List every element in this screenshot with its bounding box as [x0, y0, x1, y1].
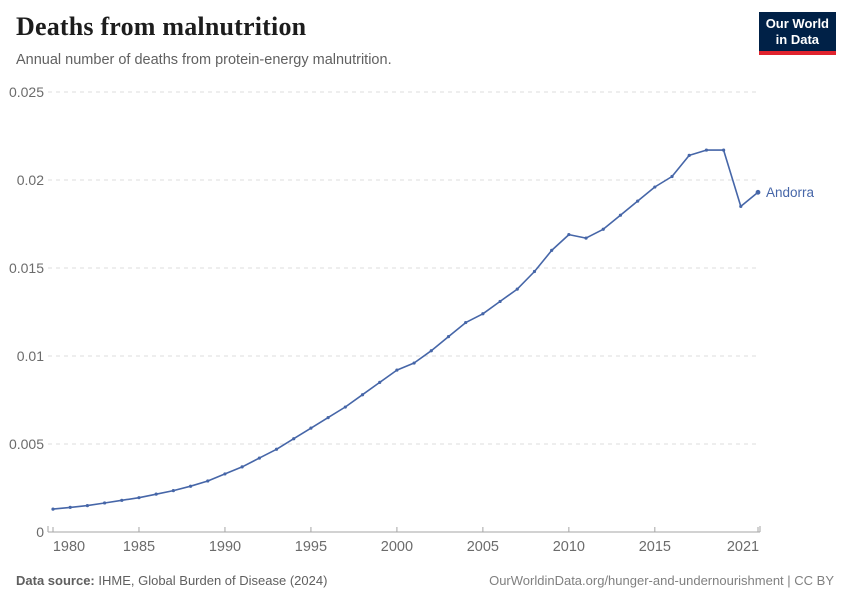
data-point[interactable]: [464, 320, 468, 325]
data-point[interactable]: [704, 148, 709, 152]
x-tick-label: 2010: [553, 539, 585, 555]
data-point[interactable]: [670, 174, 674, 179]
data-point[interactable]: [498, 299, 502, 304]
data-point[interactable]: [154, 492, 158, 496]
data-point[interactable]: [584, 236, 588, 240]
y-tick-label: 0.025: [9, 84, 44, 100]
y-tick-label: 0.005: [9, 436, 44, 452]
data-point[interactable]: [343, 405, 347, 409]
y-tick-label: 0.015: [9, 260, 44, 276]
data-source-label: Data source:: [16, 573, 95, 588]
x-tick-label: 1995: [295, 539, 327, 555]
owid-logo-line2: in Data: [775, 32, 820, 47]
data-point[interactable]: [722, 148, 726, 152]
data-point[interactable]: [567, 232, 571, 237]
x-tick-label: 2005: [467, 539, 499, 555]
data-point[interactable]: [550, 248, 554, 252]
data-point[interactable]: [395, 368, 399, 372]
data-point[interactable]: [257, 456, 261, 460]
data-point[interactable]: [755, 189, 761, 195]
data-point[interactable]: [636, 199, 640, 203]
data-point[interactable]: [601, 227, 605, 231]
data-point[interactable]: [687, 153, 691, 157]
data-point[interactable]: [85, 504, 89, 508]
x-tick-label: 2021: [727, 539, 759, 555]
owid-logo-line1: Our World: [765, 16, 829, 31]
y-tick-label: 0.02: [17, 172, 44, 188]
chart-footer: Data source: IHME, Global Burden of Dise…: [16, 573, 834, 588]
data-point[interactable]: [360, 393, 365, 397]
data-point[interactable]: [68, 505, 72, 509]
data-point[interactable]: [188, 484, 193, 488]
y-tick-label: 0: [36, 524, 44, 540]
data-point[interactable]: [653, 185, 657, 189]
data-point[interactable]: [206, 479, 210, 483]
data-point[interactable]: [102, 501, 107, 505]
data-point[interactable]: [739, 204, 743, 208]
data-point[interactable]: [378, 380, 382, 384]
page-title: Deaths from malnutrition: [16, 12, 307, 41]
data-point[interactable]: [292, 437, 296, 441]
data-source-note: Data source: IHME, Global Burden of Dise…: [16, 573, 327, 588]
data-point[interactable]: [429, 349, 433, 353]
data-point[interactable]: [481, 312, 485, 316]
entity-label[interactable]: Andorra: [766, 185, 815, 200]
data-point[interactable]: [618, 213, 623, 217]
x-tick-label: 2000: [381, 539, 413, 555]
x-tick-label: 1980: [53, 539, 85, 555]
line-series: [52, 149, 759, 510]
x-tick-label: 1985: [123, 539, 155, 555]
data-point[interactable]: [171, 489, 175, 493]
data-point[interactable]: [223, 472, 227, 476]
x-tick-label: 1990: [209, 539, 241, 555]
owid-logo: Our World in Data: [758, 12, 836, 55]
data-point[interactable]: [274, 447, 279, 451]
data-point[interactable]: [412, 361, 416, 365]
data-point[interactable]: [326, 416, 330, 420]
data-point[interactable]: [137, 496, 141, 500]
chart-subtitle: Annual number of deaths from protein-ene…: [16, 52, 392, 68]
data-point[interactable]: [309, 426, 313, 430]
data-point[interactable]: [446, 335, 451, 339]
data-point[interactable]: [51, 507, 55, 511]
data-point[interactable]: [532, 269, 537, 274]
credit-link[interactable]: OurWorldinData.org/hunger-and-undernouri…: [489, 573, 834, 588]
y-tick-label: 0.01: [17, 348, 44, 364]
x-tick-label: 2015: [639, 539, 671, 555]
data-point[interactable]: [515, 287, 519, 291]
data-point[interactable]: [240, 465, 244, 469]
data-source-text: IHME, Global Burden of Disease (2024): [94, 573, 328, 588]
data-point[interactable]: [120, 498, 124, 502]
